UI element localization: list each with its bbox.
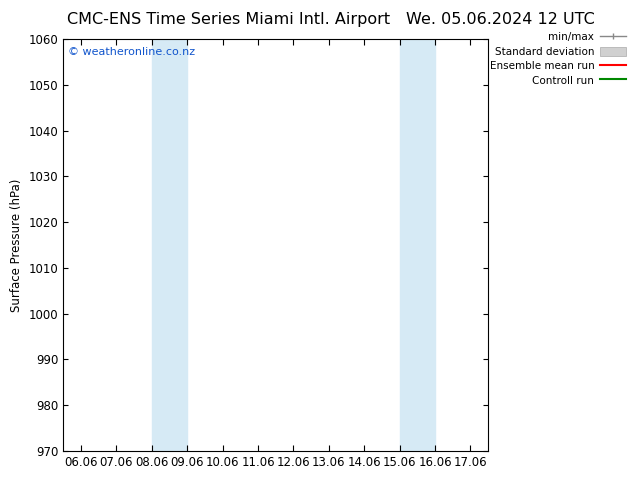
Bar — [152, 39, 187, 451]
Bar — [399, 39, 435, 451]
Y-axis label: Surface Pressure (hPa): Surface Pressure (hPa) — [10, 178, 23, 312]
Text: We. 05.06.2024 12 UTC: We. 05.06.2024 12 UTC — [406, 12, 595, 27]
Legend: min/max, Standard deviation, Ensemble mean run, Controll run: min/max, Standard deviation, Ensemble me… — [489, 32, 626, 86]
Text: CMC-ENS Time Series Miami Intl. Airport: CMC-ENS Time Series Miami Intl. Airport — [67, 12, 390, 27]
Text: © weatheronline.co.nz: © weatheronline.co.nz — [68, 48, 195, 57]
